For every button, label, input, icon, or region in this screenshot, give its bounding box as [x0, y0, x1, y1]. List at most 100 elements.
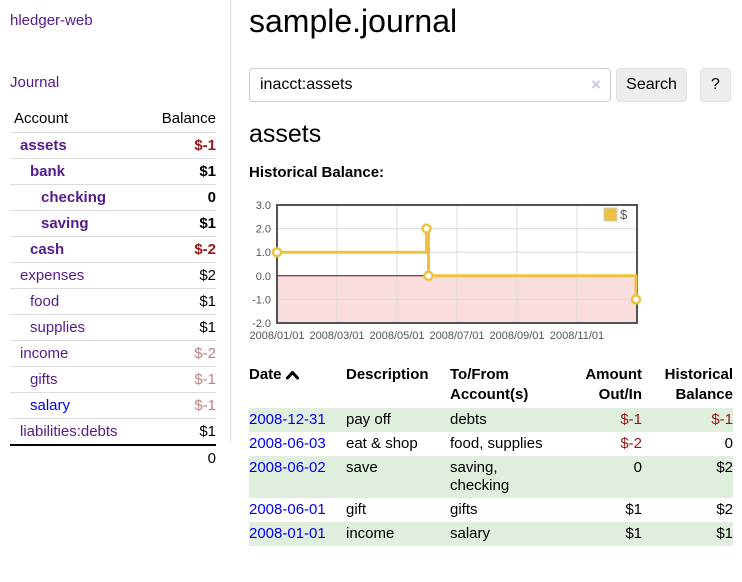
account-link-assets[interactable]: assets [20, 137, 67, 154]
register-row: 2008-12-31 pay off debts $-1 $-1 [249, 408, 733, 432]
account-balance: $2 [199, 267, 216, 284]
plot-border [276, 204, 638, 324]
search-form: × Search ? [249, 68, 742, 102]
account-row: cash $-2 [10, 236, 216, 263]
account-row: checking 0 [10, 184, 216, 211]
account-link-liabilities-debts[interactable]: liabilities:debts [20, 423, 118, 440]
account-link-salary[interactable]: salary [30, 397, 71, 414]
accounts-table-header: Account Balance [10, 106, 216, 133]
account-row: liabilities:debts $1 [10, 418, 216, 446]
account-row: gifts $-1 [10, 366, 216, 393]
account-link-food[interactable]: food [30, 293, 60, 310]
account-balance: $-1 [194, 137, 216, 154]
account-balance: $1 [199, 293, 216, 310]
page-title: sample.journal [249, 3, 458, 39]
app-brand-link[interactable]: hledger-web [10, 12, 93, 29]
x-tick-label: 2008/03/01 [309, 330, 364, 342]
transaction-date-link[interactable]: 2008-06-03 [249, 435, 326, 452]
transaction-balance: $-1 [642, 408, 733, 432]
search-box: × [249, 68, 611, 102]
data-point-marker [630, 294, 642, 305]
account-link-income[interactable]: income [20, 345, 69, 362]
x-tick-label: 2008/09/01 [489, 330, 544, 342]
transaction-amount: $1 [625, 501, 642, 518]
register-header-row: Date Description To/From Account(s) Amou… [249, 362, 733, 408]
x-tick-label: 2008/11/01 [550, 330, 604, 342]
sidebar: hledger-web Journal Account Balance asse… [0, 0, 231, 467]
search-input[interactable] [260, 69, 580, 101]
x-tick-label: 2008/07/01 [429, 330, 484, 342]
clear-search-icon[interactable]: × [591, 75, 601, 94]
transaction-accounts: debts [450, 408, 560, 432]
accounts-table-body: assets $-1 bank $1 checking 0 saving $1 cash $-2 e… [10, 132, 216, 446]
x-tick-label: 2008/05/01 [369, 330, 424, 342]
transaction-date-link[interactable]: 2008-06-01 [249, 501, 326, 518]
y-tick-label: 0.0 [256, 271, 271, 283]
accounts-total-balance: 0 [207, 450, 216, 467]
register-row: 2008-06-03 eat & shop food, supplies $-2 0 [249, 432, 733, 456]
account-row: income $-2 [10, 340, 216, 367]
transaction-description: income [346, 522, 450, 546]
transaction-accounts: food, supplies [450, 435, 543, 452]
account-page-title: assets [249, 120, 322, 148]
data-point-marker [423, 270, 434, 282]
account-row: saving $1 [10, 210, 216, 237]
sidebar-item-journal[interactable]: Journal [10, 74, 60, 91]
data-point-marker [421, 223, 432, 234]
register-header-date[interactable]: Date [249, 362, 346, 408]
legend-label: $ [620, 207, 628, 222]
account-row: salary $-1 [10, 392, 216, 419]
account-balance: $-1 [194, 397, 216, 414]
transaction-amount: 0 [560, 456, 642, 498]
account-balance: $1 [199, 215, 216, 232]
x-tick-label: 2008/01/01 [249, 330, 304, 342]
transaction-amount: $1 [560, 522, 642, 546]
search-button[interactable]: Search [616, 68, 687, 102]
account-link-saving[interactable]: saving [41, 215, 89, 232]
account-link-bank[interactable]: bank [30, 163, 66, 180]
account-balance: $-2 [194, 345, 216, 362]
accounts-table: Account Balance assets $-1 bank $1 checking 0… [10, 106, 216, 471]
data-point-marker [271, 246, 283, 258]
accounts-header-account: Account [14, 110, 69, 127]
account-balance: $-2 [194, 241, 216, 258]
account-row: bank $1 [10, 158, 216, 185]
help-button[interactable]: ? [700, 68, 731, 102]
transaction-date-link[interactable]: 2008-06-02 [249, 459, 326, 476]
register-row: 2008-06-01 gift gifts $1 $2 [249, 498, 733, 522]
y-tick-label: 1.0 [256, 247, 271, 259]
account-link-gifts[interactable]: gifts [30, 371, 58, 388]
account-balance: 0 [207, 189, 216, 206]
account-link-checking[interactable]: checking [41, 189, 107, 206]
transaction-balance: $2 [716, 501, 733, 518]
transaction-description: pay off [346, 408, 450, 432]
register-row: 2008-01-01 income salary $1 $1 [249, 522, 733, 546]
transaction-amount: $-2 [620, 435, 642, 452]
account-link-supplies[interactable]: supplies [30, 319, 86, 336]
transaction-date-link[interactable]: 2008-01-01 [249, 525, 326, 542]
transaction-accounts: gifts [450, 501, 478, 518]
register-header-accounts: To/From Account(s) [450, 366, 529, 403]
transaction-balance: $1 [642, 522, 733, 546]
account-link-expenses[interactable]: expenses [20, 267, 85, 284]
transaction-accounts: salary [450, 522, 560, 546]
account-balance: $1 [199, 319, 216, 336]
y-tick-label: -1.0 [252, 294, 271, 306]
register-header-amount: Amount Out/In [585, 366, 642, 403]
transaction-amount: $-1 [560, 408, 642, 432]
transaction-date-link[interactable]: 2008-12-31 [249, 411, 326, 428]
account-link-cash[interactable]: cash [30, 241, 65, 258]
account-row: supplies $1 [10, 314, 216, 341]
transaction-description: eat & shop [346, 435, 418, 452]
accounts-total-row: 0 [10, 445, 216, 471]
account-balance: $1 [199, 163, 216, 180]
account-balance: $-1 [194, 371, 216, 388]
register-table: Date Description To/From Account(s) Amou… [249, 362, 733, 546]
register-table-body: 2008-12-31 pay off debts $-1 $-1 2008-06-03 ea… [249, 408, 733, 546]
accounts-header-balance: Balance [161, 110, 216, 127]
sort-asc-icon [285, 366, 299, 386]
account-row: assets $-1 [10, 132, 216, 159]
transaction-balance: $2 [642, 456, 733, 498]
account-row: expenses $2 [10, 262, 216, 289]
